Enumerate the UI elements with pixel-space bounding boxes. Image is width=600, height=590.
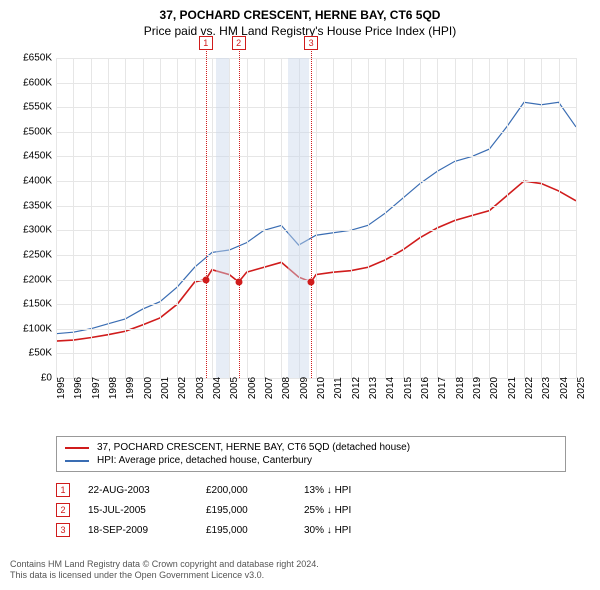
y-tick-label: £50K: [8, 348, 52, 359]
title-address: 37, POCHARD CRESCENT, HERNE BAY, CT6 5QD: [0, 8, 600, 22]
y-tick-label: £150K: [8, 299, 52, 310]
title-subtitle: Price paid vs. HM Land Registry's House …: [0, 24, 600, 38]
y-tick-label: £400K: [8, 176, 52, 187]
sale-row: 1 22-AUG-2003 £200,000 13% ↓ HPI: [56, 480, 394, 500]
legend-swatch: [65, 460, 89, 462]
sale-marker-box: 2: [232, 36, 246, 50]
sale-marker-box: 3: [56, 523, 70, 537]
sale-delta: 30% ↓ HPI: [304, 525, 394, 536]
legend-label: 37, POCHARD CRESCENT, HERNE BAY, CT6 5QD…: [97, 442, 410, 453]
legend: 37, POCHARD CRESCENT, HERNE BAY, CT6 5QD…: [56, 436, 566, 472]
sale-price: £195,000: [206, 525, 286, 536]
y-tick-label: £0: [8, 373, 52, 384]
y-tick-label: £450K: [8, 151, 52, 162]
chart-container: 37, POCHARD CRESCENT, HERNE BAY, CT6 5QD…: [0, 0, 600, 590]
sale-price: £200,000: [206, 485, 286, 496]
y-tick-label: £200K: [8, 274, 52, 285]
plot-area: 123: [56, 58, 576, 378]
sale-date: 22-AUG-2003: [88, 485, 188, 496]
sale-row: 3 18-SEP-2009 £195,000 30% ↓ HPI: [56, 520, 394, 540]
y-tick-label: £300K: [8, 225, 52, 236]
y-tick-label: £550K: [8, 102, 52, 113]
sales-table: 1 22-AUG-2003 £200,000 13% ↓ HPI 2 15-JU…: [56, 480, 394, 540]
y-tick-label: £350K: [8, 200, 52, 211]
sale-date: 18-SEP-2009: [88, 525, 188, 536]
footer: Contains HM Land Registry data © Crown c…: [10, 559, 319, 582]
sale-price: £195,000: [206, 505, 286, 516]
y-tick-label: £600K: [8, 77, 52, 88]
footer-line: This data is licensed under the Open Gov…: [10, 570, 319, 582]
footer-line: Contains HM Land Registry data © Crown c…: [10, 559, 319, 571]
legend-row: HPI: Average price, detached house, Cant…: [65, 454, 557, 467]
sale-marker-box: 2: [56, 503, 70, 517]
sale-marker-box: 1: [199, 36, 213, 50]
sale-delta: 13% ↓ HPI: [304, 485, 394, 496]
sale-row: 2 15-JUL-2005 £195,000 25% ↓ HPI: [56, 500, 394, 520]
sale-date: 15-JUL-2005: [88, 505, 188, 516]
sale-marker-box: 1: [56, 483, 70, 497]
y-tick-label: £250K: [8, 249, 52, 260]
y-tick-label: £500K: [8, 126, 52, 137]
x-tick-label: 2025: [576, 377, 600, 399]
y-tick-label: £650K: [8, 53, 52, 64]
legend-row: 37, POCHARD CRESCENT, HERNE BAY, CT6 5QD…: [65, 441, 557, 454]
legend-swatch: [65, 447, 89, 449]
legend-label: HPI: Average price, detached house, Cant…: [97, 455, 312, 466]
titles: 37, POCHARD CRESCENT, HERNE BAY, CT6 5QD…: [0, 0, 600, 38]
sale-marker-box: 3: [304, 36, 318, 50]
chart-area: 123 £0 £50K £100K £150K £200K £250K £300K £350K…: [8, 48, 592, 428]
y-tick-label: £100K: [8, 323, 52, 334]
sale-delta: 25% ↓ HPI: [304, 505, 394, 516]
